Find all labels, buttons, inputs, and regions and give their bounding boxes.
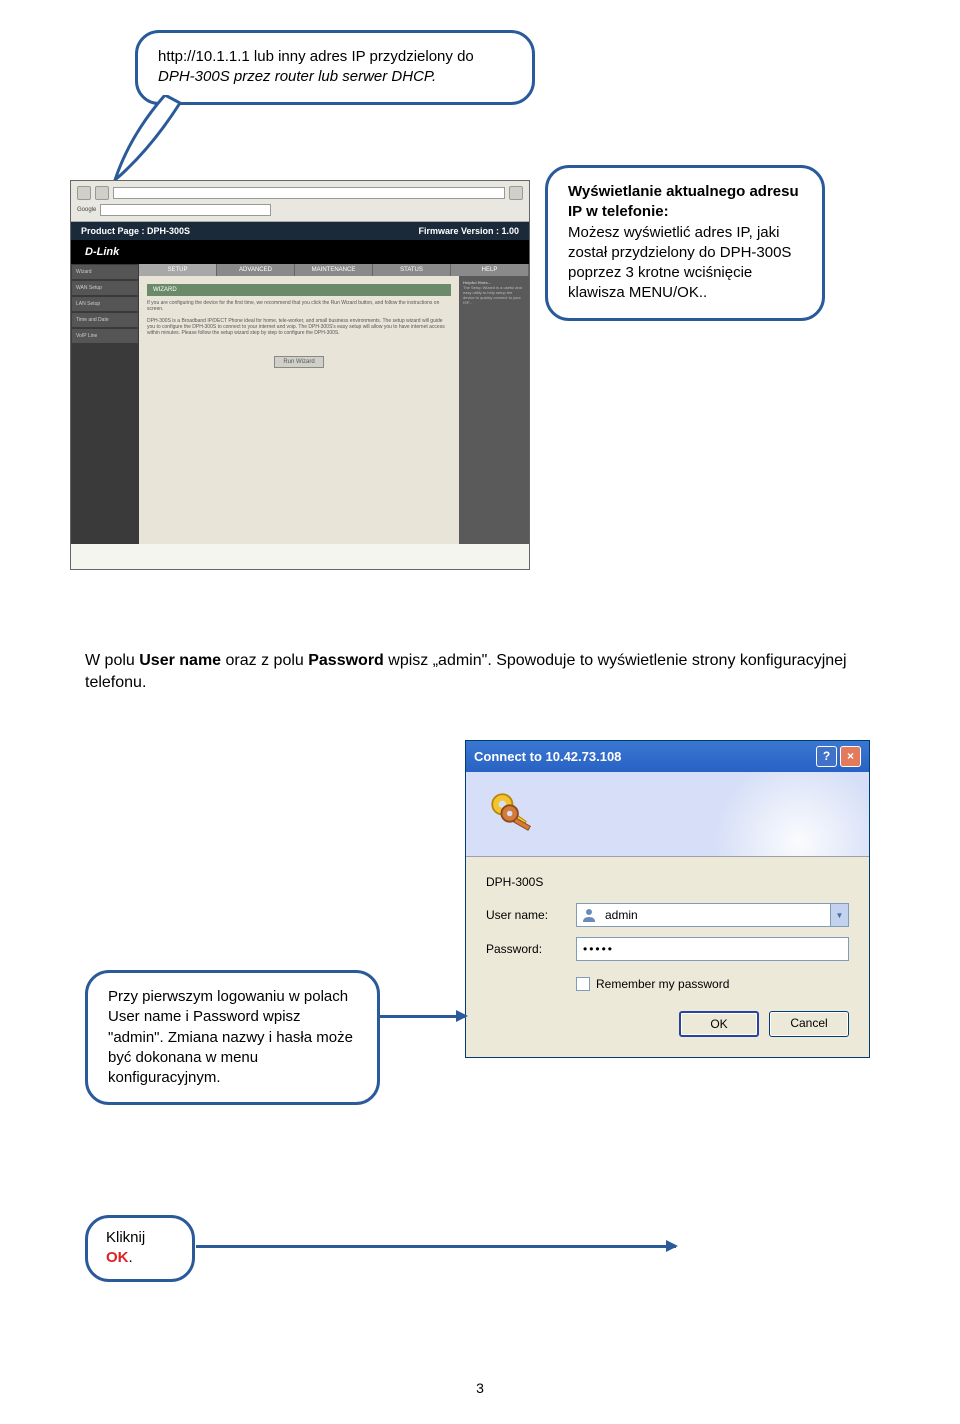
- browser-toolbar: Google: [71, 181, 529, 222]
- dlink-topbar: Product Page : DPH-300S Firmware Version…: [71, 222, 529, 240]
- remember-checkbox[interactable]: [576, 977, 590, 991]
- address-bar: [113, 187, 505, 199]
- tab-setup: SETUP: [139, 264, 217, 276]
- sidebar-item: WAN Setup: [72, 281, 138, 295]
- dropdown-icon[interactable]: ▼: [830, 904, 848, 926]
- tab-advanced: ADVANCED: [217, 264, 295, 276]
- titlebar-buttons: ? ×: [816, 746, 861, 767]
- sidebar-item: VoIP Line: [72, 329, 138, 343]
- callout-url-text: http://10.1.1.1 lub inny adres IP przydz…: [158, 47, 512, 88]
- dlink-tabs: SETUP ADVANCED MAINTENANCE STATUS HELP: [139, 264, 529, 276]
- banner-glow: [699, 772, 869, 857]
- click-prefix: Kliknij: [106, 1229, 145, 1246]
- dlink-sidebar: Wizard WAN Setup LAN Setup Time and Date…: [71, 264, 139, 544]
- callout-ip-body: Możesz wyświetlić adres IP, jaki został …: [568, 224, 791, 302]
- arrow-to-ok: [196, 1245, 676, 1248]
- remember-row: Remember my password: [576, 977, 849, 991]
- callout-url: http://10.1.1.1 lub inny adres IP przydz…: [135, 30, 535, 105]
- sidebar-item: Wizard: [72, 265, 138, 279]
- para-b1: User name: [139, 652, 221, 669]
- cancel-button[interactable]: Cancel: [769, 1011, 849, 1037]
- run-wizard-button: Run Wizard: [274, 356, 323, 368]
- para-p1: W polu: [85, 652, 139, 669]
- wizard-text: If you are configuring the device for th…: [147, 300, 451, 312]
- page-number: 3: [476, 1380, 484, 1396]
- dialog-buttons: OK Cancel: [486, 1011, 849, 1037]
- callout-ip-text: Wyświetlanie aktualnego adresu IP w tele…: [568, 182, 802, 304]
- dlink-logo: D-Link: [71, 240, 529, 264]
- sidebar-item: Time and Date: [72, 313, 138, 327]
- dlink-content: WIZARD If you are configuring the device…: [139, 276, 459, 544]
- close-icon[interactable]: ×: [840, 746, 861, 767]
- keys-icon: [484, 786, 539, 841]
- browser-screenshot: Google Product Page : DPH-300S Firmware …: [70, 180, 530, 570]
- speech-tail-icon: [110, 95, 190, 185]
- username-value: admin: [601, 908, 830, 922]
- callout-first-login: Przy pierwszym logowaniu w polach User n…: [85, 970, 380, 1105]
- remember-label: Remember my password: [596, 977, 729, 991]
- dlink-help-panel: Helpful Hints... The Setup Wizard is a u…: [459, 276, 529, 544]
- google-search: [100, 204, 270, 216]
- dlink-fw: Firmware Version : 1.00: [418, 226, 519, 236]
- callout-first-login-text: Przy pierwszym logowaniu w polach User n…: [108, 987, 357, 1088]
- dialog-body: DPH-300S User name: admin ▼ Password: ••…: [466, 857, 869, 1057]
- dialog-banner: [466, 772, 869, 857]
- tab-status: STATUS: [373, 264, 451, 276]
- callout-click-ok: Kliknij OK.: [85, 1215, 195, 1282]
- browser-fwd-icon: [95, 186, 109, 200]
- instruction-paragraph: W polu User name oraz z polu Password wp…: [85, 650, 865, 695]
- user-icon: [581, 907, 597, 923]
- auth-dialog: Connect to 10.42.73.108 ? × DPH-300S Use…: [465, 740, 870, 1058]
- ok-button[interactable]: OK: [679, 1011, 759, 1037]
- callout-url-line1: http://10.1.1.1 lub inny adres IP przydz…: [158, 48, 474, 65]
- arrow-to-username: [378, 1015, 466, 1018]
- password-input[interactable]: •••••: [576, 937, 849, 961]
- password-row: Password: •••••: [486, 937, 849, 961]
- para-b2: Password: [308, 652, 384, 669]
- callout-url-line2: DPH-300S przez router lub serwer DHCP.: [158, 68, 436, 85]
- dialog-title: Connect to 10.42.73.108: [474, 749, 621, 764]
- callout-click-ok-text: Kliknij OK.: [106, 1228, 174, 1269]
- tab-maintenance: MAINTENANCE: [295, 264, 373, 276]
- username-input[interactable]: admin ▼: [576, 903, 849, 927]
- password-label: Password:: [486, 942, 576, 956]
- browser-back-icon: [77, 186, 91, 200]
- callout-ip-heading: Wyświetlanie aktualnego adresu IP w tele…: [568, 183, 799, 220]
- tab-help: HELP: [451, 264, 529, 276]
- dlink-main: SETUP ADVANCED MAINTENANCE STATUS HELP W…: [139, 264, 529, 544]
- para-p2: oraz z polu: [221, 652, 308, 669]
- help-text: The Setup Wizard is a useful and easy ut…: [463, 285, 525, 305]
- sidebar-item: LAN Setup: [72, 297, 138, 311]
- browser-go-icon: [509, 186, 523, 200]
- help-icon[interactable]: ?: [816, 746, 837, 767]
- dialog-titlebar: Connect to 10.42.73.108 ? ×: [466, 741, 869, 772]
- dialog-realm: DPH-300S: [486, 875, 849, 889]
- click-ok: OK: [106, 1249, 129, 1266]
- dlink-product: Product Page : DPH-300S: [81, 226, 190, 236]
- google-toolbar-label: Google: [77, 207, 96, 213]
- wizard-desc: DPH-300S is a Broadband IP/DECT Phone id…: [147, 318, 451, 336]
- username-label: User name:: [486, 908, 576, 922]
- wizard-title: WIZARD: [147, 284, 451, 296]
- username-row: User name: admin ▼: [486, 903, 849, 927]
- click-suffix: .: [129, 1249, 133, 1266]
- callout-ip-display: Wyświetlanie aktualnego adresu IP w tele…: [545, 165, 825, 321]
- dlink-body: Wizard WAN Setup LAN Setup Time and Date…: [71, 264, 529, 544]
